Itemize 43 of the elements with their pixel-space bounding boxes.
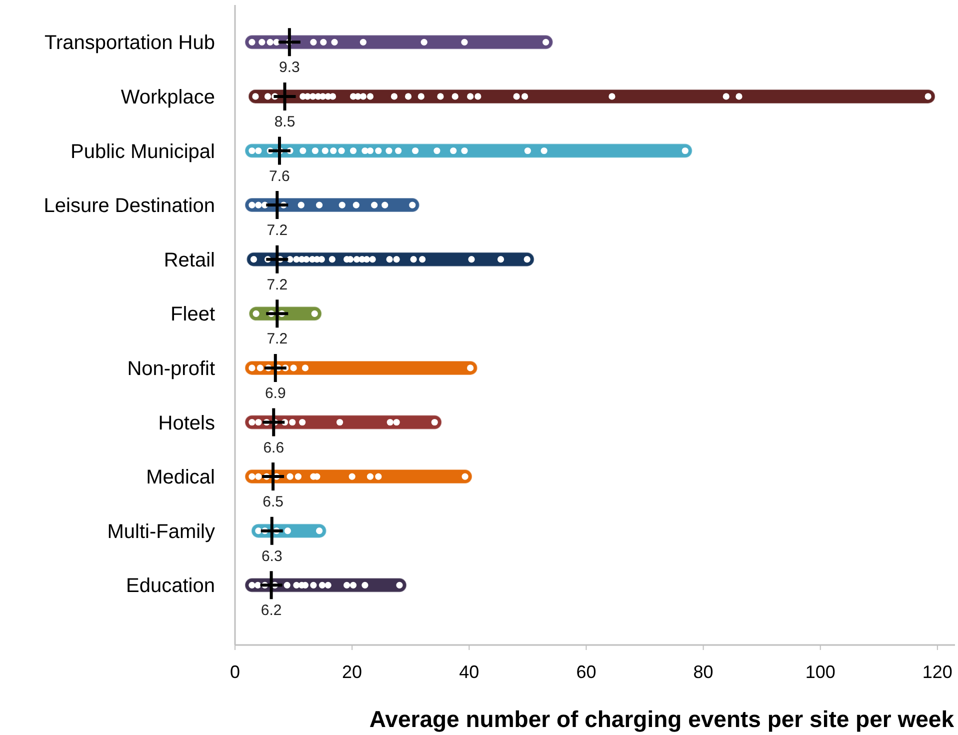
point [278, 28, 300, 56]
point [266, 245, 288, 274]
data-label: 7.2 [266, 276, 288, 294]
data-label: 7.6 [269, 168, 290, 185]
data-label: 6.6 [263, 439, 284, 456]
point [266, 191, 288, 220]
y-tick-label: Leisure Destination [44, 195, 215, 218]
point [268, 136, 290, 165]
point [264, 354, 286, 382]
point [262, 462, 284, 491]
data-label: 6.5 [262, 494, 284, 511]
point [262, 408, 285, 436]
x-tick-label: 60 [576, 662, 596, 682]
point [260, 516, 283, 545]
data-label: 7.2 [266, 330, 288, 348]
data-label: 6.2 [260, 602, 282, 620]
bar [244, 34, 554, 50]
data-label: 6.3 [261, 548, 282, 565]
y-tick-label: Non-profit [127, 358, 216, 380]
data-label: 8.5 [274, 113, 296, 130]
data-label: 6.9 [264, 384, 286, 402]
x-tick-label: 80 [693, 662, 714, 682]
y-tick-label: Workplace [120, 86, 215, 108]
point [266, 300, 288, 328]
y-tick-label: Education [126, 575, 215, 598]
y-tick-label: Multi-Family [107, 520, 215, 543]
y-tick-label: Medical [146, 466, 215, 489]
x-tick-label: 40 [459, 662, 480, 682]
x-tick-label: 0 [230, 662, 240, 682]
point [274, 82, 296, 110]
data-label: 9.3 [279, 59, 300, 76]
x-tick-label: 100 [805, 662, 836, 682]
y-tick-label: Transportation Hub [44, 32, 215, 54]
y-tick-label: Fleet [170, 304, 216, 326]
y-tick-label: Hotels [158, 412, 215, 434]
bar [244, 360, 478, 376]
x-tick-label: 20 [342, 662, 362, 682]
data-label: 7.2 [266, 222, 288, 240]
point [260, 571, 282, 600]
x-tick-label: 120 [922, 662, 952, 682]
y-tick-label: Public Municipal [70, 140, 215, 163]
y-tick-label: Retail [164, 249, 215, 272]
x-axis-title: Average number of charging events per site per week [369, 706, 954, 732]
